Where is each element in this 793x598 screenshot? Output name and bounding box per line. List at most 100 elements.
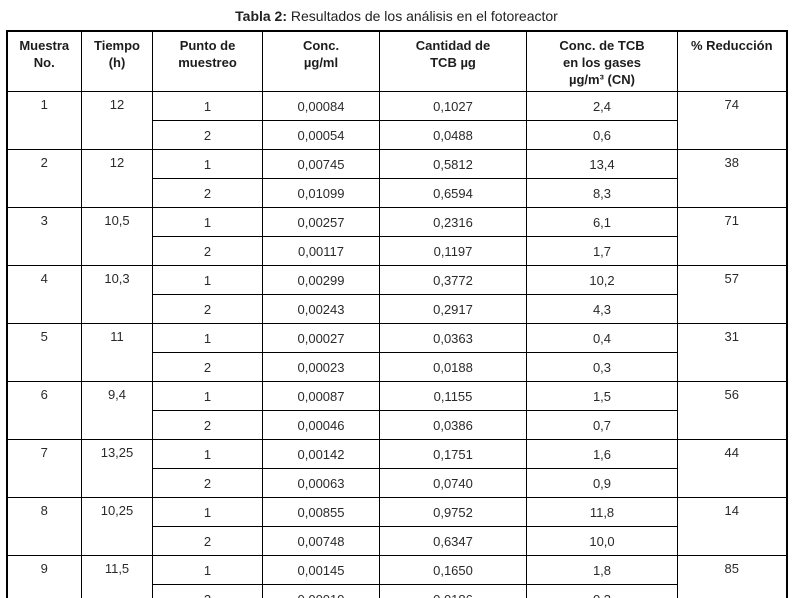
cell-cantidad: 0,5812 <box>379 149 527 179</box>
table-row: 6 9,4 1 0,00087 0,1155 1,5 56 <box>6 381 787 440</box>
table-row: 1 12 1 0,00084 0,1027 2,4 74 <box>6 91 787 150</box>
header-row: Muestra No. Tiempo (h) Punto de muestreo… <box>6 30 787 92</box>
cell-cantidad: 0,0740 <box>379 468 527 498</box>
table-row: 2 12 1 0,00745 0,5812 13,4 38 <box>6 149 787 208</box>
header-tiempo: Tiempo (h) <box>81 30 153 92</box>
cell-punto: 1 <box>152 555 263 585</box>
cell-punto: 1 <box>152 439 263 469</box>
cell-muestra: 5 <box>6 323 82 382</box>
table-row: 2 0,00063 0,0740 0,9 <box>7 468 787 498</box>
table-row: 2 0,00243 0,2917 4,3 <box>7 294 787 324</box>
cell-cantidad: 0,0386 <box>379 410 527 440</box>
cell-conc: 0,00027 <box>262 323 380 353</box>
cell-conc: 0,00087 <box>262 381 380 411</box>
table-row: 2 0,00046 0,0386 0,7 <box>7 410 787 440</box>
cell-tiempo: 11 <box>81 323 153 382</box>
cell-conc: 0,01099 <box>262 178 380 208</box>
table-row: 9 11,5 1 0,00145 0,1650 1,8 85 <box>6 555 787 598</box>
header-conc: Conc. µg/ml <box>262 30 380 92</box>
cell-muestra: 4 <box>6 265 82 324</box>
header-cantidad-tcb: Cantidad de TCB µg <box>379 30 527 92</box>
cell-muestra: 3 <box>6 207 82 266</box>
cell-reduccion: 85 <box>677 555 787 598</box>
cell-reduccion: 56 <box>677 381 787 440</box>
cell-punto: 1 <box>152 323 263 353</box>
table-row: 3 10,5 1 0,00257 0,2316 6,1 71 <box>6 207 787 266</box>
cell-punto: 1 <box>152 149 263 179</box>
table-caption: Tabla 2: Resultados de los análisis en e… <box>0 0 793 28</box>
cell-punto: 1 <box>152 497 263 527</box>
cell-cantidad: 0,1197 <box>379 236 527 266</box>
table-row: 2 0,01099 0,6594 8,3 <box>7 178 787 208</box>
cell-muestra: 8 <box>6 497 82 556</box>
cell-gases: 10,0 <box>526 526 678 556</box>
cell-conc: 0,00299 <box>262 265 380 295</box>
table-row: 4 10,3 1 0,00299 0,3772 10,2 57 <box>6 265 787 324</box>
cell-conc: 0,00023 <box>262 352 380 382</box>
header-conc-tcb-gases: Conc. de TCB en los gases µg/m³ (CN) <box>526 30 678 92</box>
cell-gases: 0,4 <box>526 323 678 353</box>
cell-cantidad: 0,2316 <box>379 207 527 237</box>
cell-punto: 2 <box>152 352 263 382</box>
cell-muestra: 9 <box>6 555 82 598</box>
cell-gases: 4,3 <box>526 294 678 324</box>
cell-reduccion: 31 <box>677 323 787 382</box>
cell-gases: 0,3 <box>526 584 678 598</box>
cell-tiempo: 10,5 <box>81 207 153 266</box>
cell-reduccion: 71 <box>677 207 787 266</box>
cell-cantidad: 0,0488 <box>379 120 527 150</box>
cell-cantidad: 0,2917 <box>379 294 527 324</box>
cell-reduccion: 44 <box>677 439 787 498</box>
cell-tiempo: 12 <box>81 149 153 208</box>
table-row: 8 10,25 1 0,00855 0,9752 11,8 14 <box>6 497 787 556</box>
results-table: Muestra No. Tiempo (h) Punto de muestreo… <box>5 30 788 598</box>
cell-conc: 0,00257 <box>262 207 380 237</box>
cell-conc: 0,00054 <box>262 120 380 150</box>
table-row: 2 0,00748 0,6347 10,0 <box>7 526 787 556</box>
cell-gases: 10,2 <box>526 265 678 295</box>
table-caption-label: Tabla 2: <box>235 8 288 24</box>
cell-gases: 2,4 <box>526 91 678 121</box>
table-row: 2 0,00117 0,1197 1,7 <box>7 236 787 266</box>
cell-muestra: 1 <box>6 91 82 150</box>
cell-tiempo: 13,25 <box>81 439 153 498</box>
cell-gases: 1,6 <box>526 439 678 469</box>
cell-tiempo: 12 <box>81 91 153 150</box>
cell-tiempo: 10,25 <box>81 497 153 556</box>
cell-cantidad: 0,0363 <box>379 323 527 353</box>
cell-conc: 0,00142 <box>262 439 380 469</box>
cell-cantidad: 0,9752 <box>379 497 527 527</box>
header-punto-muestreo: Punto de muestreo <box>152 30 263 92</box>
cell-muestra: 6 <box>6 381 82 440</box>
cell-cantidad: 0,1650 <box>379 555 527 585</box>
cell-reduccion: 38 <box>677 149 787 208</box>
cell-conc: 0,00063 <box>262 468 380 498</box>
cell-gases: 0,6 <box>526 120 678 150</box>
cell-tiempo: 9,4 <box>81 381 153 440</box>
cell-punto: 2 <box>152 410 263 440</box>
table-row: 7 13,25 1 0,00142 0,1751 1,6 44 <box>6 439 787 498</box>
cell-reduccion: 57 <box>677 265 787 324</box>
cell-reduccion: 14 <box>677 497 787 556</box>
cell-punto: 2 <box>152 178 263 208</box>
cell-conc: 0,00745 <box>262 149 380 179</box>
cell-gases: 11,8 <box>526 497 678 527</box>
header-reduccion: % Reducción <box>677 30 787 92</box>
cell-conc: 0,00145 <box>262 555 380 585</box>
cell-gases: 1,5 <box>526 381 678 411</box>
cell-punto: 2 <box>152 468 263 498</box>
cell-cantidad: 0,6347 <box>379 526 527 556</box>
header-muestra-no: Muestra No. <box>6 30 82 92</box>
table-caption-text: Resultados de los análisis en el fotorea… <box>287 8 558 24</box>
cell-punto: 1 <box>152 207 263 237</box>
cell-punto: 2 <box>152 120 263 150</box>
cell-conc: 0,00855 <box>262 497 380 527</box>
cell-gases: 13,4 <box>526 149 678 179</box>
table-row: 2 0,00023 0,0188 0,3 <box>7 352 787 382</box>
cell-cantidad: 0,3772 <box>379 265 527 295</box>
cell-punto: 2 <box>152 526 263 556</box>
cell-gases: 0,3 <box>526 352 678 382</box>
cell-gases: 6,1 <box>526 207 678 237</box>
cell-punto: 2 <box>152 584 263 598</box>
cell-cantidad: 0,0188 <box>379 352 527 382</box>
